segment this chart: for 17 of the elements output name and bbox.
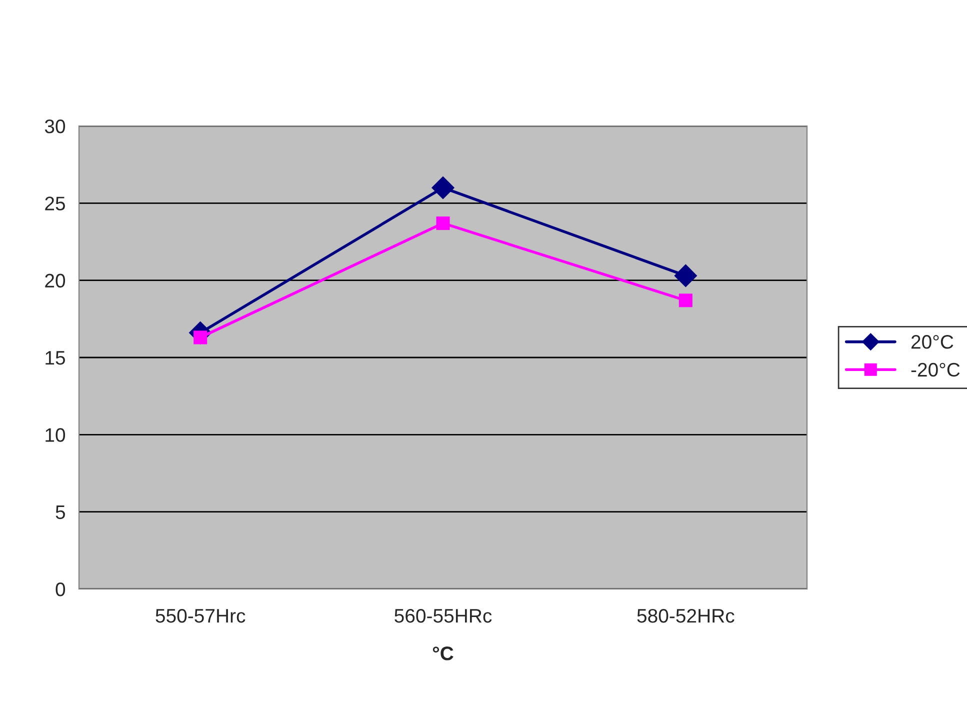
point	[678, 294, 692, 308]
x-tick-label: 550-57Hrc	[156, 608, 246, 623]
y-tick-label: 10	[46, 428, 66, 442]
legend-label: 20°C	[911, 335, 954, 349]
y-tick-label: 25	[45, 196, 65, 210]
legend-label: -20°C	[911, 362, 960, 377]
point	[436, 216, 450, 230]
x-axis-title: °C	[432, 646, 454, 660]
y-tick-label: 5	[56, 506, 65, 520]
x-tick-label: 580-52HRc	[637, 608, 734, 623]
y-tick-label: 15	[46, 351, 65, 365]
y-tick-label: 20	[45, 274, 66, 288]
y-tick-label: 0	[56, 582, 66, 596]
point	[674, 264, 697, 288]
point	[432, 176, 454, 200]
x-tick-label: 560-55HRc	[394, 608, 492, 623]
y-tick-label: 30	[44, 119, 66, 134]
